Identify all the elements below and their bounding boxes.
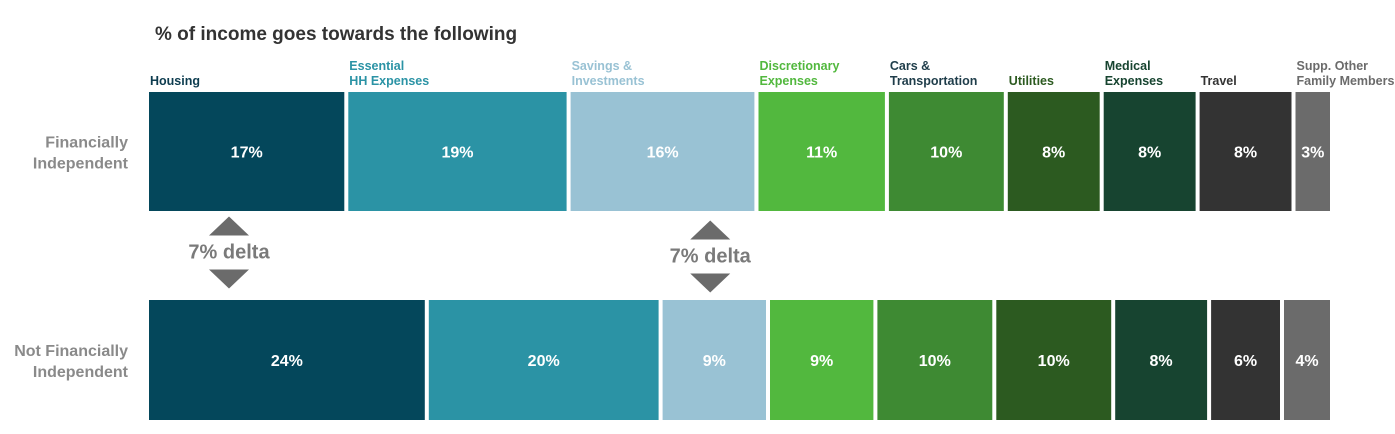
bar-financially-independent-travel	[1199, 92, 1292, 211]
value-label: 8%	[1042, 145, 1065, 162]
delta-up-arrow-icon	[209, 216, 249, 236]
value-label: 20%	[528, 353, 560, 370]
bar-not-financially-independent-essential-hh-expenses	[428, 300, 659, 420]
delta-down-arrow-icon	[209, 269, 249, 289]
bar-financially-independent-essential-hh-expenses	[348, 92, 567, 211]
category-label-discretionary-expenses: Expenses	[760, 74, 818, 88]
delta-up-arrow-icon	[690, 220, 731, 240]
bar-not-financially-independent-cars-transportation	[877, 300, 993, 420]
value-label: 9%	[810, 353, 833, 370]
row-label: Independent	[33, 156, 129, 173]
value-label: 6%	[1234, 353, 1257, 370]
bars: 17% 19% 16% 11% 10% 8% 8% 8% 3% 24% 20% 9% 9% 10% 10% 8…	[149, 92, 1330, 420]
category-label-cars-transportation: Transportation	[890, 74, 978, 88]
value-label: 9%	[703, 353, 726, 370]
category-label-discretionary-expenses: Discretionary	[760, 59, 840, 73]
value-label: 8%	[1138, 145, 1161, 162]
category-label-medical-expenses: Expenses	[1105, 74, 1163, 88]
value-label: 16%	[647, 145, 679, 162]
category-label-medical-expenses: Medical	[1105, 59, 1151, 73]
bar-financially-independent-housing	[149, 92, 345, 211]
category-label-housing: Housing	[150, 74, 200, 88]
delta-annotations: 7% delta 7% delta	[188, 216, 752, 293]
chart-title: % of income goes towards the following	[155, 24, 517, 45]
category-label-supp-other-family-members: Family Members	[1297, 74, 1395, 88]
value-label: 10%	[1038, 353, 1070, 370]
category-label-essential-hh-expenses: HH Expenses	[349, 74, 429, 88]
value-label: 8%	[1150, 353, 1173, 370]
value-label: 4%	[1295, 353, 1318, 370]
bar-not-financially-independent-travel	[1211, 300, 1280, 420]
bar-financially-independent-discretionary-expenses	[758, 92, 885, 211]
bar-not-financially-independent-discretionary-expenses	[770, 300, 874, 420]
value-label: 8%	[1234, 145, 1257, 162]
value-label: 11%	[806, 145, 837, 162]
category-label-cars-transportation: Cars &	[890, 59, 930, 73]
bar-financially-independent-utilities	[1007, 92, 1100, 211]
bar-not-financially-independent-utilities	[996, 300, 1112, 420]
bar-financially-independent-savings-investments	[570, 92, 755, 211]
delta-down-arrow-icon	[690, 273, 731, 293]
value-label: 19%	[441, 145, 473, 162]
value-label: 3%	[1301, 145, 1324, 162]
category-label-travel: Travel	[1201, 74, 1237, 88]
row-label: Not Financially	[14, 343, 128, 360]
delta-label: 7% delta	[188, 242, 270, 264]
bar-not-financially-independent-savings-investments	[662, 300, 766, 420]
row-label: Financially	[45, 135, 128, 152]
value-label: 10%	[930, 145, 962, 162]
category-label-savings-investments: Savings &	[572, 59, 632, 73]
row-labels: Financially Independent Not Financially Ind…	[14, 135, 128, 382]
category-label-savings-investments: Investments	[572, 74, 645, 88]
bar-not-financially-independent-housing	[149, 300, 425, 420]
bar-financially-independent-supp-other-family-members	[1295, 92, 1330, 211]
bar-not-financially-independent-supp-other-family-members	[1284, 300, 1330, 420]
bar-financially-independent-medical-expenses	[1103, 92, 1196, 211]
value-label: 10%	[919, 353, 951, 370]
row-label: Independent	[33, 364, 129, 381]
category-label-essential-hh-expenses: Essential	[349, 59, 404, 73]
delta-label: 7% delta	[670, 246, 752, 268]
category-label-supp-other-family-members: Supp. Other	[1297, 59, 1369, 73]
category-label-utilities: Utilities	[1009, 74, 1054, 88]
bar-not-financially-independent-medical-expenses	[1115, 300, 1208, 420]
value-label: 24%	[271, 353, 303, 370]
value-label: 17%	[231, 145, 263, 162]
bar-financially-independent-cars-transportation	[888, 92, 1004, 211]
